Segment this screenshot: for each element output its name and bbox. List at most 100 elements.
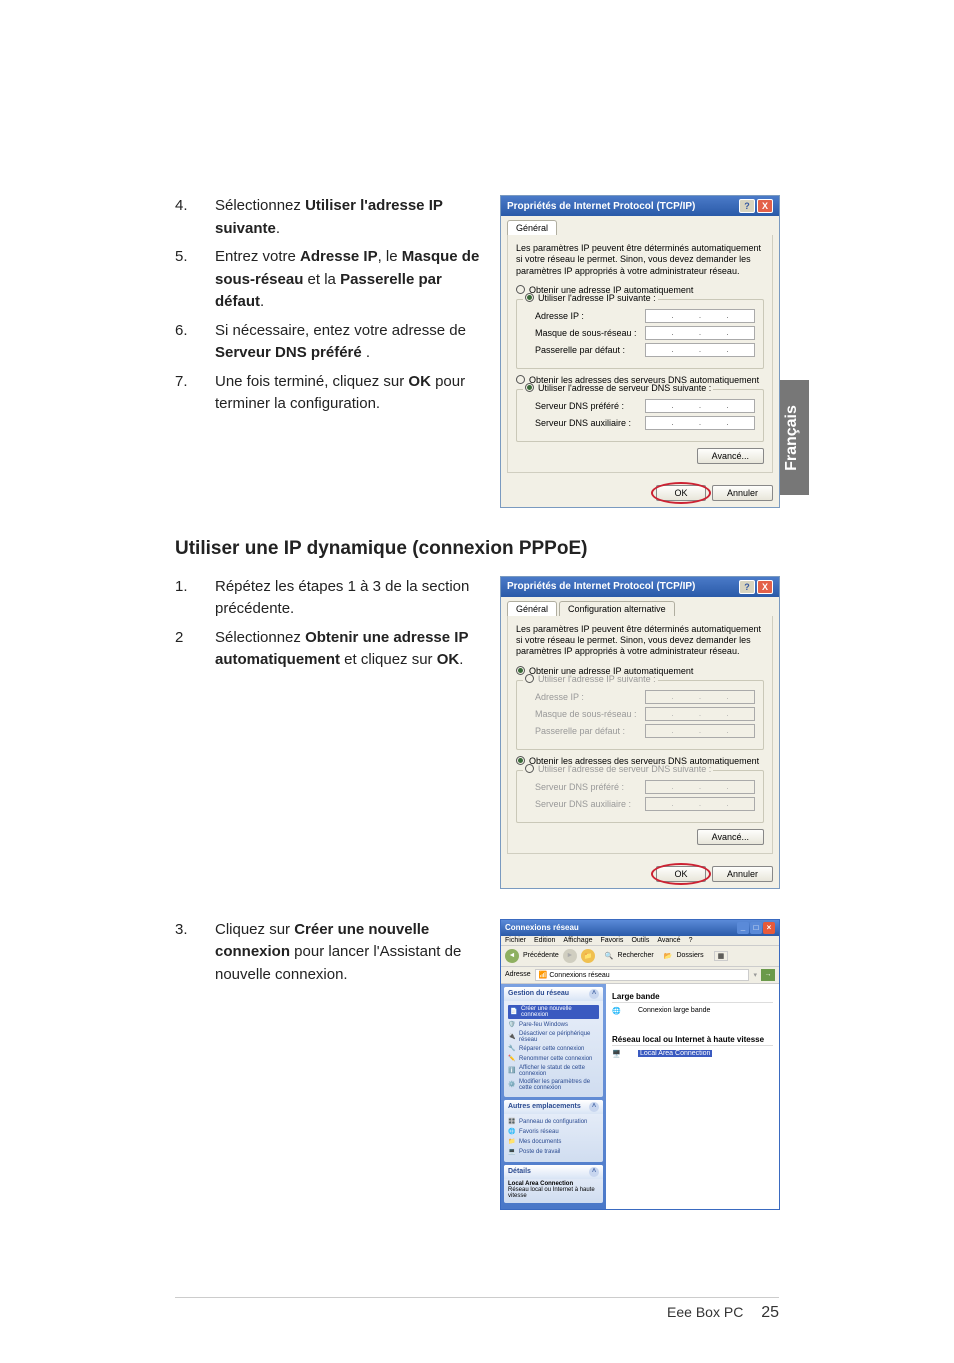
addr-label: Adresse [505,971,531,978]
radio-use-ip[interactable]: Utiliser l'adresse IP suivante : [523,674,658,684]
network-connections-window: Connexions réseau _ □ × Fichier Edition … [500,919,780,1210]
link-control-panel[interactable]: 🎛️Panneau de configuration [508,1118,599,1126]
step-2: 2 Sélectionnez Obtenir une adresse IP au… [175,627,480,672]
radio-icon [525,674,534,683]
item-broadband[interactable]: 🌐 Connexion large bande [612,1007,773,1029]
field-label: Serveur DNS préféré : [535,401,645,411]
help-button[interactable]: ? [739,580,755,594]
mask-input[interactable]: ... [645,326,755,340]
step-number: 1. [175,576,215,621]
dialog-body: Les paramètres IP peuvent être déterminé… [507,235,773,473]
field-label: Serveur DNS auxiliaire : [535,799,645,809]
up-button[interactable]: 📁 [581,949,595,963]
menu-tools[interactable]: Outils [631,937,649,944]
tcpip-dialog-static: Propriétés de Internet Protocol (TCP/IP)… [500,195,780,508]
tab-general[interactable]: Général [507,601,557,616]
link-status[interactable]: ℹ️Afficher le statut de cette connexion [508,1065,599,1077]
nc-main-area: Large bande 🌐 Connexion large bande Rése… [606,984,779,1209]
panel-header[interactable]: Détails ˄ [504,1165,603,1179]
dialog-titlebar[interactable]: Propriétés de Internet Protocol (TCP/IP)… [501,577,779,597]
step-4: 4. Sélectionnez Utiliser l'adresse IP su… [175,195,480,240]
menu-edit[interactable]: Edition [534,937,555,944]
minimize-button[interactable]: _ [737,922,749,934]
go-button[interactable]: → [761,969,775,981]
cancel-button[interactable]: Annuler [712,485,773,501]
link-my-computer[interactable]: 💻Poste de travail [508,1148,599,1156]
panel-header[interactable]: Autres emplacements ˄ [504,1100,603,1114]
intro-text: Les paramètres IP peuvent être déterminé… [516,624,764,658]
category-broadband: Large bande [612,992,773,1003]
menu-view[interactable]: Affichage [563,937,592,944]
help-button[interactable]: ? [739,199,755,213]
menu-adv[interactable]: Avancé [657,937,680,944]
dialog-buttons: OK Annuler [501,860,779,888]
gateway-input[interactable]: ... [645,343,755,357]
page-footer: Eee Box PC 25 [175,1297,779,1322]
link-firewall[interactable]: 🛡️Pare-feu Windows [508,1021,599,1029]
tab-alt[interactable]: Configuration alternative [559,601,675,616]
nc-titlebar[interactable]: Connexions réseau _ □ × [501,920,779,936]
ok-button[interactable]: OK [656,866,706,882]
radio-label: Utiliser l'adresse de serveur DNS suivan… [538,764,711,774]
chevron-icon: ˄ [589,1167,599,1177]
section-static-ip: 4. Sélectionnez Utiliser l'adresse IP su… [175,195,780,508]
link-my-docs[interactable]: 📁Mes documents [508,1138,599,1146]
ip-input[interactable]: ... [645,309,755,323]
dns1-input[interactable]: ... [645,399,755,413]
link-rename[interactable]: ✏️Renommer cette connexion [508,1055,599,1063]
ip-input: ... [645,690,755,704]
field-label: Adresse IP : [535,311,645,321]
radio-use-dns[interactable]: Utiliser l'adresse de serveur DNS suivan… [523,383,713,393]
link-network-places[interactable]: 🌐Favoris réseau [508,1128,599,1136]
field-label: Passerelle par défaut : [535,345,645,355]
radio-label: Utiliser l'adresse IP suivante : [538,293,656,303]
panel-header[interactable]: Gestion du réseau ˄ [504,987,603,1001]
radio-use-dns[interactable]: Utiliser l'adresse de serveur DNS suivan… [523,764,713,774]
field-label: Masque de sous-réseau : [535,328,645,338]
step-6: 6. Si nécessaire, entez votre adresse de… [175,320,480,365]
link-disable[interactable]: 🔌Désactiver ce périphérique réseau [508,1031,599,1043]
nc-menubar: Fichier Edition Affichage Favoris Outils… [501,936,779,946]
product-name: Eee Box PC [667,1304,743,1320]
tab-general[interactable]: Général [507,220,557,235]
step-number: 5. [175,246,215,314]
intro-text: Les paramètres IP peuvent être déterminé… [516,243,764,277]
link-settings[interactable]: ⚙️Modifier les paramètres de cette conne… [508,1079,599,1091]
menu-help[interactable]: ? [689,937,693,944]
nc-toolbar: ◄ Précédente ► 📁 🔍 Rechercher 📂 Dossiers… [501,946,779,967]
menu-file[interactable]: Fichier [505,937,526,944]
dns-fieldset: Utiliser l'adresse de serveur DNS suivan… [516,389,764,442]
link-repair[interactable]: 🔧Réparer cette connexion [508,1045,599,1053]
item-lan[interactable]: 🖥️ Local Area Connection [612,1050,773,1072]
dialog-title-text: Propriétés de Internet Protocol (TCP/IP) [507,201,695,212]
link-create-connection[interactable]: 📄Créer une nouvelle connexion [508,1005,599,1019]
advanced-button[interactable]: Avancé... [697,448,764,464]
close-button[interactable]: × [763,922,775,934]
views-button[interactable]: ▦ [714,951,729,961]
folders-label[interactable]: Dossiers [676,952,703,959]
maximize-button[interactable]: □ [750,922,762,934]
step-7: 7. Une fois terminé, cliquez sur OK pour… [175,371,480,416]
search-label[interactable]: Rechercher [618,952,654,959]
ok-button[interactable]: OK [656,485,706,501]
dns2-input: ... [645,797,755,811]
field-gateway: Passerelle par défaut : ... [535,724,755,738]
menu-fav[interactable]: Favoris [600,937,623,944]
cancel-button[interactable]: Annuler [712,866,773,882]
radio-use-ip[interactable]: Utiliser l'adresse IP suivante : [523,293,658,303]
dialog-body: Les paramètres IP peuvent être déterminé… [507,616,773,854]
field-gateway: Passerelle par défaut : ... [535,343,755,357]
field-mask: Masque de sous-réseau : ... [535,707,755,721]
close-button[interactable]: X [757,580,773,594]
advanced-button[interactable]: Avancé... [697,829,764,845]
step-text: Si nécessaire, entez votre adresse de Se… [215,320,480,365]
dns2-input[interactable]: ... [645,416,755,430]
addr-path[interactable]: 📶 Connexions réseau [535,969,750,981]
dns-fieldset: Utiliser l'adresse de serveur DNS suivan… [516,770,764,823]
field-mask: Masque de sous-réseau : ... [535,326,755,340]
close-button[interactable]: X [757,199,773,213]
nc-sidebar: Gestion du réseau ˄ 📄Créer une nouvelle … [501,984,606,1209]
back-button[interactable]: ◄ [505,949,519,963]
dialog-titlebar[interactable]: Propriétés de Internet Protocol (TCP/IP)… [501,196,779,216]
forward-button[interactable]: ► [563,949,577,963]
